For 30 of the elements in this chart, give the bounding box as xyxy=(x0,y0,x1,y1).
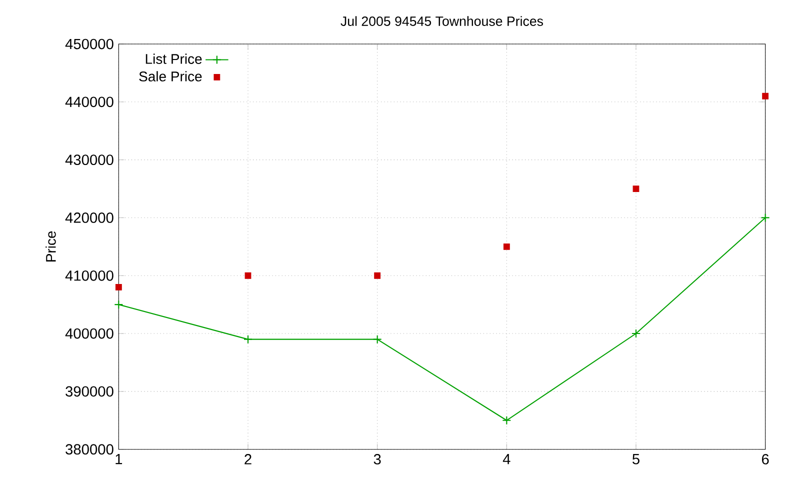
x-tick-label: 1 xyxy=(116,454,122,464)
y-tick-label: 450000 xyxy=(65,38,114,50)
y-tick-label: 400000 xyxy=(65,328,114,339)
point xyxy=(502,416,512,425)
point xyxy=(760,213,770,222)
point xyxy=(503,243,510,250)
x-tick-label: 3 xyxy=(374,454,381,464)
y-tick-label: 430000 xyxy=(65,154,114,166)
y-tick-label: 380000 xyxy=(66,444,114,455)
point xyxy=(374,272,381,279)
y-tick-label: 390000 xyxy=(66,386,114,397)
legend-label: List Price xyxy=(146,54,202,64)
y-tick-label: 440000 xyxy=(65,96,114,108)
point xyxy=(115,284,122,290)
point xyxy=(631,328,641,338)
point xyxy=(114,300,124,310)
x-tick-label: 4 xyxy=(502,454,510,464)
y-tick-label: 420000 xyxy=(65,212,114,223)
legend-label: Sale Price xyxy=(139,71,202,82)
point xyxy=(762,92,769,100)
y-tick-label: 410000 xyxy=(65,270,114,281)
y-axis-title: Price xyxy=(46,231,56,262)
point xyxy=(372,334,382,344)
point xyxy=(632,186,640,192)
x-tick-label: 2 xyxy=(244,454,252,464)
x-tick-label: 6 xyxy=(762,454,769,464)
chart-title: Jul 2005 94545 Townhouse Prices xyxy=(340,16,544,26)
point xyxy=(243,334,253,344)
x-tick-label: 5 xyxy=(632,454,640,464)
point xyxy=(244,272,252,279)
